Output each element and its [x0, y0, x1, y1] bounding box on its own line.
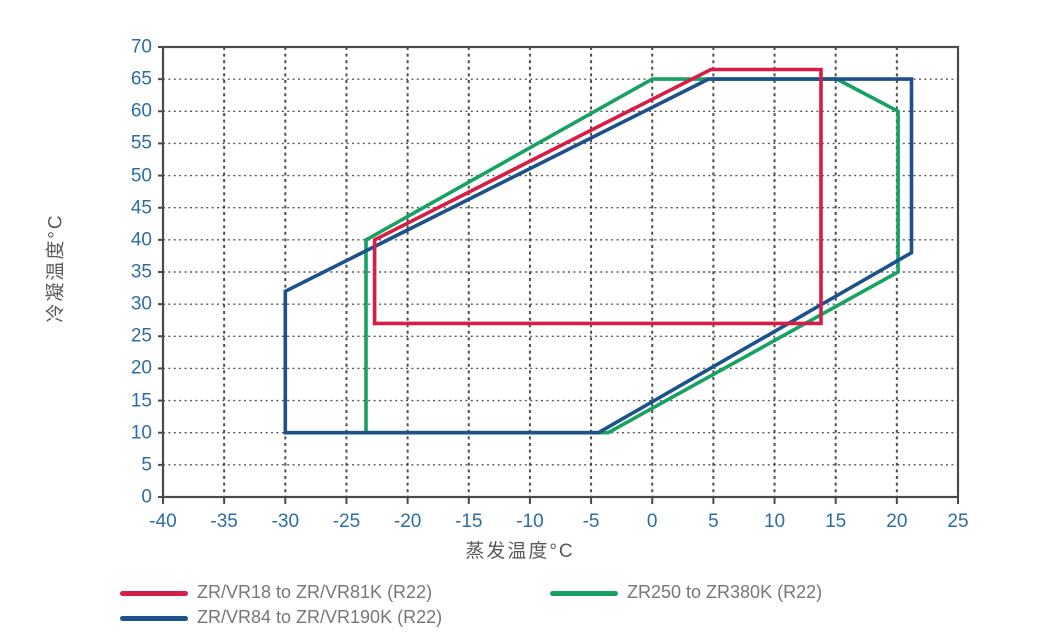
x-tick-label: -5 [582, 511, 600, 532]
blue-line-swatch-icon [120, 616, 188, 621]
y-tick-label: 15 [130, 390, 152, 412]
x-tick-label: -40 [149, 511, 177, 532]
x-tick-label: 20 [886, 511, 908, 532]
envelope-outline [364, 77, 900, 435]
y-tick-label: 45 [130, 197, 152, 219]
x-tick-label: 15 [825, 511, 847, 532]
x-tick-label: -20 [393, 511, 422, 532]
legend-item-red-series: ZR/VR18 to ZR/VR81K (R22) [120, 581, 520, 605]
legend-label: ZR/VR84 to ZR/VR190K (R22) [197, 607, 443, 627]
x-tick-label: -35 [210, 511, 238, 532]
y-tick-label: 20 [130, 357, 152, 379]
plot-border [161, 45, 960, 499]
envelope-outline [372, 67, 823, 326]
y-tick-label: 65 [130, 68, 152, 90]
y-tick-label: 35 [130, 261, 152, 283]
x-tick-label: 5 [708, 511, 719, 532]
y-tick-label: 55 [130, 132, 152, 154]
x-tick-label: 10 [763, 511, 786, 532]
red-line-swatch-icon [120, 591, 188, 596]
y-tick-label: 30 [130, 293, 152, 315]
y-tick-label: 0 [141, 486, 152, 508]
legend-label: ZR250 to ZR380K (R22) [627, 582, 823, 602]
x-tick-label: 0 [646, 511, 658, 532]
legend-item-green-series: ZR250 to ZR380K (R22) [550, 581, 950, 605]
x-tick-label: -10 [516, 511, 544, 532]
x-axis-title: 蒸发温度°C [465, 541, 575, 562]
legend-item-blue-series: ZR/VR84 to ZR/VR190K (R22) [120, 606, 520, 630]
x-tick-label: -25 [332, 511, 361, 532]
y-tick-label: 10 [130, 422, 152, 444]
x-tick-label: 25 [947, 511, 969, 532]
y-tick-label: 70 [130, 36, 152, 58]
y-tick-label: 25 [130, 325, 152, 347]
y-tick-label: 40 [130, 229, 152, 251]
green-line-swatch-icon [550, 591, 618, 596]
y-tick-label: 5 [141, 454, 152, 476]
y-tick-label: 60 [130, 100, 152, 122]
legend-label: ZR/VR18 to ZR/VR81K (R22) [197, 582, 433, 602]
y-axis-title: 冷凝温度°C [45, 213, 67, 323]
x-tick-label: -30 [271, 511, 300, 532]
x-tick-label: -15 [455, 511, 483, 532]
envelope-outline [283, 77, 914, 435]
y-tick-label: 50 [130, 165, 152, 187]
